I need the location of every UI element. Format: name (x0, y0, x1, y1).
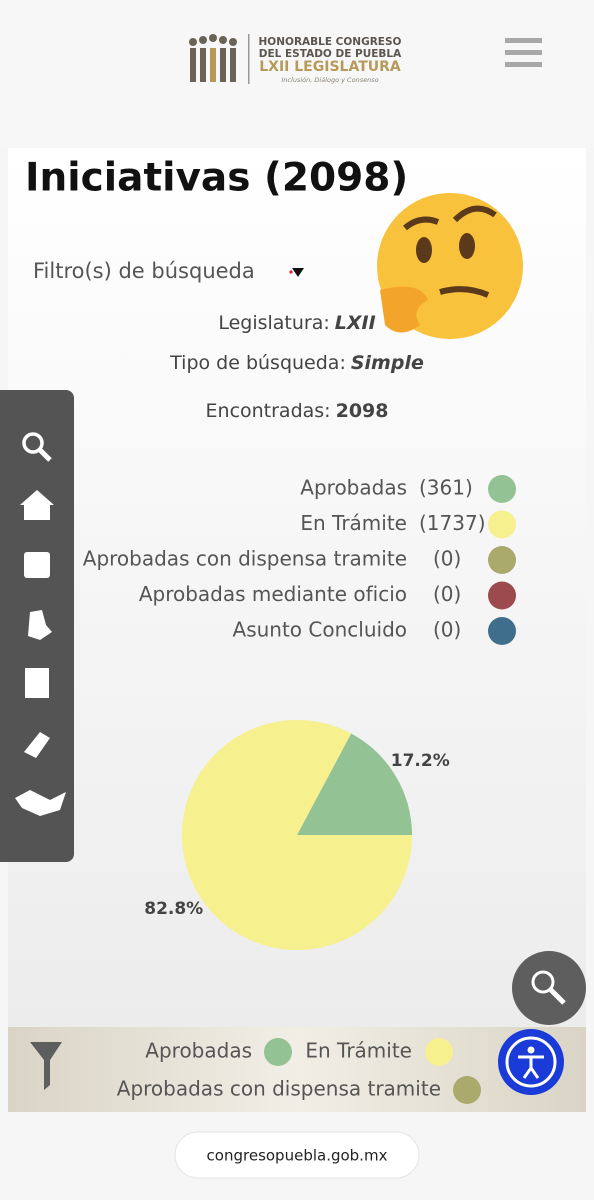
accessibility-icon (527, 1046, 535, 1054)
thinking-emoji (377, 193, 523, 339)
sidebar-icons[interactable] (15, 432, 66, 816)
search-icon (531, 970, 555, 994)
filter-dot (289, 270, 293, 274)
legend-count: (1737) (419, 511, 486, 535)
detail-label: Tipo de búsqueda: (169, 352, 346, 374)
filter-icon[interactable] (30, 1042, 62, 1090)
menu-button[interactable] (505, 38, 542, 67)
detail-label: Encontradas: (206, 400, 331, 422)
filter-label[interactable]: Filtro(s) de búsqueda (33, 259, 255, 283)
page-title: Iniciativas (2098) (25, 156, 408, 201)
bottom-legend-label: Aprobadas (145, 1039, 252, 1063)
search-detail: Tipo de búsqueda: Simple (169, 352, 424, 374)
legend-swatch (488, 510, 516, 539)
org-line: DEL ESTADO DE PUEBLA (259, 48, 402, 60)
legislature: LXII LEGISLATURA (259, 59, 401, 75)
bottom-legend-label: Aprobadas con dispensa tramite (117, 1077, 441, 1101)
search-button[interactable] (512, 951, 586, 1025)
search-icon (548, 987, 566, 1005)
legend-count: (0) (433, 618, 461, 642)
legend-label: Aprobadas mediante oficio (139, 582, 407, 606)
legend-swatch (488, 617, 516, 645)
search-detail: Legislatura: LXII (218, 312, 375, 334)
logo[interactable] (189, 34, 250, 84)
legend-label: Asunto Concluido (233, 618, 407, 642)
accessibility-icon (505, 1036, 557, 1088)
accessibility-icon (518, 1055, 544, 1079)
legend-count: (0) (433, 582, 461, 606)
motto: Inclusión, Diálogo y Consenso (281, 76, 378, 84)
pie-slice (297, 733, 412, 835)
bottom-legend-swatch (264, 1038, 292, 1066)
legend-label: En Trámite (300, 511, 407, 535)
legend-swatch (488, 546, 516, 574)
search-detail: Encontradas: 2098 (206, 400, 389, 422)
legend-count: (0) (433, 547, 461, 571)
detail-value: 2098 (336, 400, 389, 422)
legend-swatch (488, 581, 516, 610)
bottom-legend-swatch (425, 1038, 453, 1066)
url-pill[interactable] (174, 1131, 420, 1179)
pie-slice (181, 719, 412, 951)
url: congresopuebla.gob.mx (207, 1147, 388, 1165)
filter-toggle[interactable] (292, 268, 304, 277)
detail-value: LXII (335, 312, 376, 334)
bottom-legend-label: En Trámite (305, 1039, 412, 1063)
bottom-legend-swatch (453, 1076, 481, 1104)
org-line: HONORABLE CONGRESO (259, 36, 402, 48)
legend-swatch (488, 475, 516, 503)
detail-label: Legislatura: (218, 312, 329, 334)
detail-value: Simple (351, 352, 424, 374)
bottom-legend-bar (8, 1027, 586, 1112)
legend-label: Aprobadas (300, 476, 407, 500)
header-bg (0, 0, 594, 148)
pie-label: 17.2% (391, 751, 450, 771)
pie-label: 82.8% (144, 899, 203, 919)
legend-count: (361) (419, 476, 473, 500)
legend-label: Aprobadas con dispensa tramite (83, 547, 407, 571)
